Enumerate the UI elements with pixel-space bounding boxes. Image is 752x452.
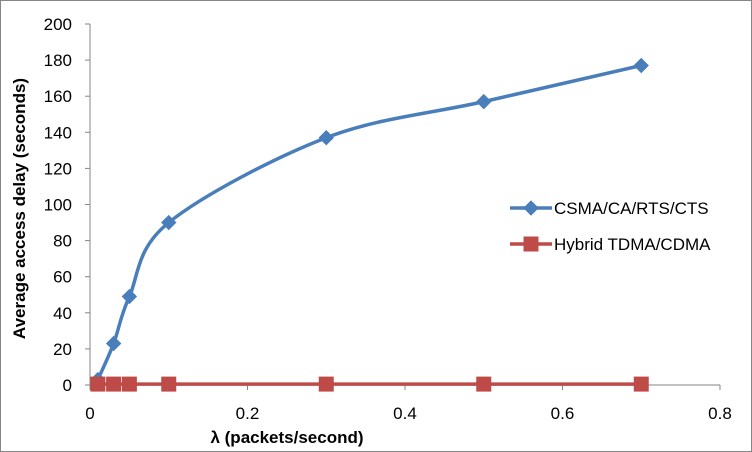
y-tick-label: 200 — [44, 15, 72, 34]
x-tick-label: 0.2 — [236, 404, 260, 423]
series-2 — [90, 376, 649, 392]
data-point — [633, 57, 649, 74]
y-tick-label: 180 — [44, 51, 72, 70]
series-line — [96, 63, 642, 381]
legend-label: Hybrid TDMA/CDMA — [554, 235, 711, 254]
data-point — [476, 376, 492, 392]
data-point — [318, 130, 334, 146]
x-axis-title: λ (packets/second) — [210, 428, 363, 447]
legend-item: CSMA/CA/RTS/CTS — [510, 199, 709, 218]
legend-item: Hybrid TDMA/CDMA — [510, 235, 711, 254]
y-tick-label: 100 — [44, 196, 72, 215]
data-point — [121, 288, 138, 305]
data-point — [106, 376, 122, 392]
x-tick-label: 0.4 — [393, 404, 417, 423]
y-tick-label: 80 — [53, 232, 72, 251]
series-layer — [90, 57, 649, 392]
x-tick-label: 0.6 — [551, 404, 575, 423]
y-tick-label: 60 — [53, 268, 72, 287]
data-point — [318, 376, 334, 392]
data-point — [121, 376, 137, 392]
y-tick-label: 120 — [44, 159, 72, 178]
y-tick-label: 160 — [44, 87, 72, 106]
y-tick-label: 0 — [63, 376, 72, 395]
legend-marker — [523, 236, 539, 252]
data-point — [161, 214, 177, 231]
x-tick-label: 0 — [85, 404, 94, 423]
y-tick-label: 40 — [53, 304, 72, 323]
data-point — [161, 376, 177, 392]
data-point — [633, 376, 649, 392]
x-tick-label: 0.8 — [708, 404, 732, 423]
y-axis-ticks: 0 20 40 60 80 100 120 140 160 180 200 — [44, 15, 90, 395]
legend-marker — [523, 200, 539, 216]
data-point — [105, 335, 122, 352]
data-point — [90, 376, 106, 392]
legend-label: CSMA/CA/RTS/CTS — [554, 199, 709, 218]
series-1 — [90, 57, 649, 388]
x-axis-ticks: 0 0.2 0.4 0.6 0.8 — [85, 385, 732, 423]
data-point — [476, 93, 492, 110]
legend: CSMA/CA/RTS/CTS Hybrid TDMA/CDMA — [510, 199, 711, 254]
y-tick-label: 20 — [53, 340, 72, 359]
y-tick-label: 140 — [44, 123, 72, 142]
y-axis-title: Average access delay (seconds) — [10, 78, 29, 339]
